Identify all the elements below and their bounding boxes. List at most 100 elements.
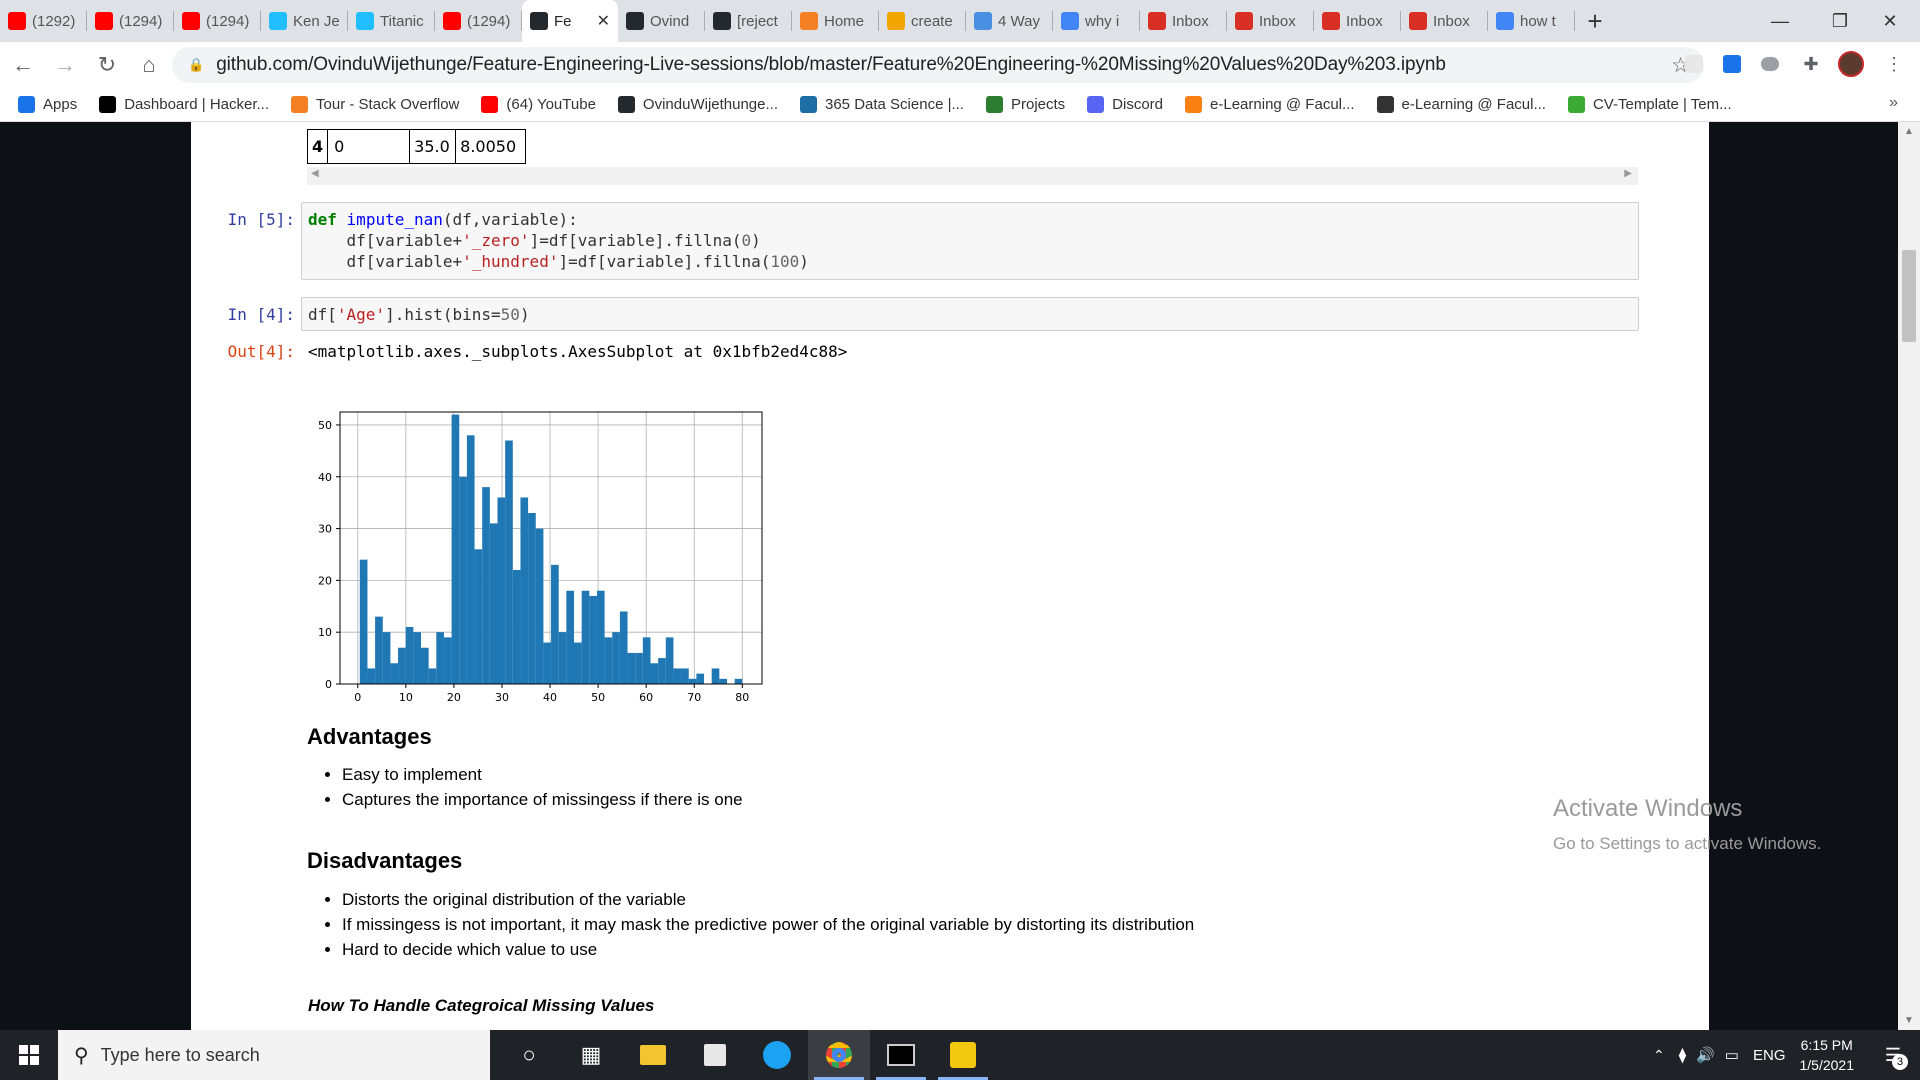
table-row: 4 0 35.0 8.0050	[306, 129, 527, 164]
x-tick-label: 10	[399, 691, 413, 704]
bookmark-item[interactable]: e-Learning @ Facul...	[1185, 96, 1355, 113]
google-icon	[1061, 12, 1079, 30]
browser-tab[interactable]: (1292)	[0, 0, 87, 42]
histogram-bar	[558, 632, 567, 684]
restore-button[interactable]: ❐	[1831, 10, 1849, 31]
file-explorer-icon[interactable]	[622, 1030, 684, 1080]
translate-extension-icon[interactable]	[1718, 50, 1746, 78]
tab-list: (1292) (1294) (1294) Ken Je Titanic (1294) Fe ✕…	[0, 0, 1575, 42]
windows-start-icon[interactable]	[0, 1030, 58, 1080]
clock[interactable]: 6:15 PM 1/5/2021	[1800, 1035, 1855, 1075]
vertical-scrollbar[interactable]: ▲ ▼	[1898, 122, 1920, 1030]
bookmark-item[interactable]: Projects	[985, 96, 1066, 113]
minimize-button[interactable]: —	[1771, 10, 1789, 31]
bookmark-item[interactable]: Tour - Stack Overflow	[291, 96, 459, 113]
browser-tab[interactable]: Inbox	[1227, 0, 1314, 42]
bookmark-item[interactable]: Dashboard | Hacker...	[99, 96, 269, 113]
close-window-button[interactable]: ✕	[1882, 10, 1898, 31]
browser-tab[interactable]: how t	[1488, 0, 1575, 42]
close-tab-icon[interactable]: ✕	[596, 13, 610, 30]
y-tick-label: 0	[325, 678, 332, 691]
bookmark-label: e-Learning @ Facul...	[1401, 96, 1546, 113]
tab-title: Titanic	[380, 12, 424, 30]
home-icon[interactable]: ⌂	[142, 52, 156, 77]
scroll-right-icon[interactable]: ▶	[1624, 168, 1632, 179]
browser-tab[interactable]: (1294)	[435, 0, 522, 42]
action-center-icon[interactable]: ☰ 3	[1876, 1038, 1910, 1072]
show-hidden-icons-icon[interactable]: ⌃	[1652, 1046, 1665, 1063]
bookmark-item[interactable]: OvinduWijethunge...	[617, 96, 778, 113]
histogram-bar	[489, 523, 498, 684]
scroll-left-icon[interactable]: ◀	[311, 168, 319, 179]
browser-tab[interactable]: (1294)	[174, 0, 261, 42]
bookmark-item[interactable]: Apps	[18, 96, 77, 113]
scroll-up-icon[interactable]: ▲	[1904, 126, 1914, 137]
bookmark-item[interactable]: Discord	[1087, 96, 1163, 113]
code-line: def impute_nan(df,variable):	[308, 209, 1632, 230]
extension-blob-icon[interactable]	[1756, 50, 1784, 78]
browser-tab[interactable]: Inbox	[1401, 0, 1488, 42]
browser-tab[interactable]: Home	[792, 0, 879, 42]
code-token: df[variable+	[308, 231, 463, 250]
browser-tab[interactable]: create	[879, 0, 966, 42]
browser-tab[interactable]: Fe ✕	[522, 0, 618, 42]
taskbar-search-box[interactable]: ⚲ Type here to search	[58, 1030, 490, 1080]
bookmark-label: Projects	[1010, 96, 1066, 113]
scrollbar-thumb[interactable]	[1902, 250, 1916, 342]
youtube-icon	[481, 96, 499, 113]
cell5-prompt: In [5]:	[227, 210, 295, 229]
bookmark-item[interactable]: (64) YouTube	[481, 96, 596, 113]
wifi-icon[interactable]: ⧫	[1678, 1047, 1687, 1064]
profile-avatar[interactable]	[1837, 50, 1865, 78]
browser-tab[interactable]: Ovind	[618, 0, 705, 42]
chrome-browser-icon[interactable]	[808, 1030, 870, 1080]
address-bar[interactable]: 🔒 github.com/OvinduWijethunge/Feature-En…	[172, 47, 1704, 83]
task-view-icon[interactable]: ▦	[580, 1042, 602, 1067]
store-icon[interactable]	[684, 1030, 746, 1080]
powerbi-icon[interactable]	[932, 1030, 994, 1080]
code-cell-4[interactable]: df['Age'].hist(bins=50)	[301, 297, 1639, 331]
apps-grid-icon	[18, 96, 35, 113]
code-token: impute_nan	[346, 210, 443, 229]
bookmark-item[interactable]: e-Learning @ Facul...	[1376, 96, 1546, 113]
bookmarks-overflow-icon[interactable]: »	[1889, 94, 1898, 111]
terminal-icon[interactable]	[870, 1030, 932, 1080]
bookmark-list: Apps Dashboard | Hacker... Tour - Stack Ov…	[18, 96, 1754, 113]
volume-icon[interactable]: 🔊	[1696, 1047, 1715, 1064]
table-cell: 0	[327, 129, 411, 164]
youtube-icon	[443, 12, 461, 30]
browser-tab[interactable]: why i	[1053, 0, 1140, 42]
browser-tab[interactable]: Titanic	[348, 0, 435, 42]
battery-icon[interactable]: ▭	[1724, 1047, 1739, 1064]
extension-icon[interactable]	[1680, 50, 1708, 78]
browser-tab[interactable]: (1294)	[87, 0, 174, 42]
extensions-puzzle-icon[interactable]: ✚	[1803, 53, 1819, 74]
bookmark-item[interactable]: 365 Data Science |...	[800, 96, 964, 113]
bookmark-item[interactable]: CV-Template | Tem...	[1567, 96, 1732, 113]
forward-arrow-icon[interactable]: →	[54, 52, 76, 77]
menu-kebab-icon[interactable]: ⋮	[1885, 53, 1903, 74]
x-tick-label: 80	[735, 691, 749, 704]
code-cell-5[interactable]: def impute_nan(df,variable): df[variable…	[301, 202, 1639, 280]
histogram-bar	[451, 414, 460, 684]
browser-tab[interactable]: Ken Je	[261, 0, 348, 42]
new-tab-button[interactable]: +	[1587, 5, 1603, 36]
horizontal-scrollbar[interactable]: ◀ ▶	[307, 167, 1638, 185]
browser-tab[interactable]: Inbox	[1314, 0, 1401, 42]
browser-tab[interactable]: [reject	[705, 0, 792, 42]
reload-icon[interactable]: ↻	[97, 52, 117, 77]
code-token: 100	[770, 252, 800, 271]
histogram-bar	[405, 627, 414, 684]
edge-browser-icon[interactable]	[746, 1030, 808, 1080]
browser-tab[interactable]: 4 Way	[966, 0, 1053, 42]
y-tick-label: 50	[318, 419, 332, 432]
language-indicator[interactable]: ENG	[1752, 1046, 1786, 1064]
browser-tab[interactable]: Inbox	[1140, 0, 1227, 42]
out4-prompt: Out[4]:	[227, 342, 295, 361]
histogram-bar	[551, 564, 559, 684]
histogram-bar	[604, 637, 613, 684]
scroll-down-icon[interactable]: ▼	[1904, 1015, 1914, 1026]
back-arrow-icon[interactable]: ←	[12, 52, 34, 77]
cortana-icon[interactable]: ○	[522, 1042, 536, 1067]
tab-title: how t	[1520, 12, 1556, 30]
